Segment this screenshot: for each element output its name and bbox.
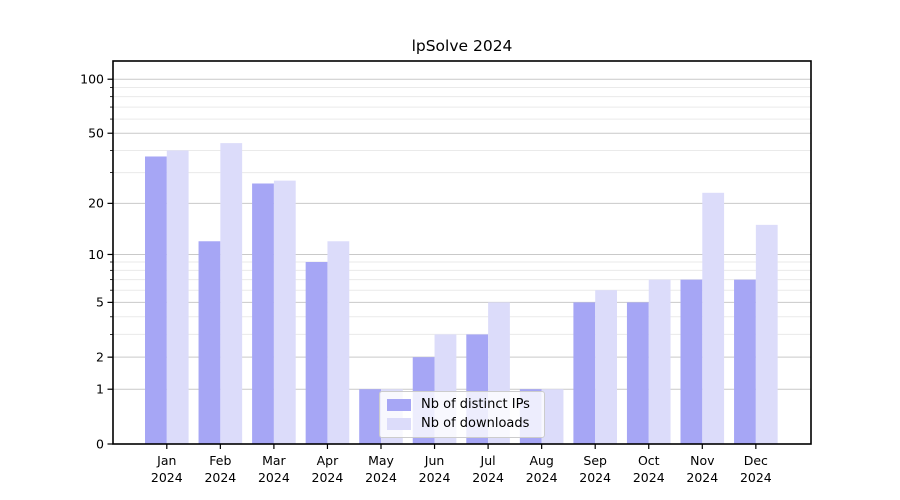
bar-apr-ips bbox=[305, 262, 328, 444]
bar-mar-downloads bbox=[273, 180, 296, 444]
x-tick-label-jul: Jul 2024 bbox=[472, 453, 504, 485]
bar-nov-ips bbox=[680, 279, 703, 444]
bar-aug-downloads bbox=[541, 389, 564, 444]
x-tick-label-dec: Dec 2024 bbox=[740, 453, 772, 485]
y-tick-label: 50 bbox=[88, 126, 104, 141]
y-tick-label: 1 bbox=[96, 382, 104, 397]
plot-border bbox=[112, 60, 812, 445]
legend-swatch-downloads bbox=[387, 417, 411, 430]
y-tick-label: 20 bbox=[88, 196, 104, 211]
y-tick-label: 100 bbox=[80, 72, 104, 87]
bar-sep-ips bbox=[573, 302, 596, 444]
x-tick-label-mar: Mar 2024 bbox=[258, 453, 290, 485]
bar-may-ips bbox=[359, 389, 381, 444]
bar-dec-downloads bbox=[755, 224, 778, 444]
bar-feb-ips bbox=[198, 241, 221, 444]
bar-dec-ips bbox=[734, 279, 756, 444]
bar-oct-downloads bbox=[648, 279, 671, 444]
bar-sep-downloads bbox=[595, 290, 617, 444]
x-tick-label-feb: Feb 2024 bbox=[204, 453, 236, 485]
x-tick-label-jan: Jan 2024 bbox=[151, 453, 183, 485]
chart-title: lpSolve 2024 bbox=[411, 37, 513, 55]
x-axis-ticks bbox=[166, 444, 757, 449]
bar-jan-downloads bbox=[166, 150, 189, 444]
legend: Nb of distinct IPs Nb of downloads bbox=[379, 391, 545, 438]
bar-feb-downloads bbox=[220, 143, 243, 444]
bar-jan-ips bbox=[145, 156, 167, 445]
bar-apr-downloads bbox=[327, 241, 350, 444]
x-axis-labels: Jan 2024 Feb 2024 Mar 2024 Apr 2024 May 2024 Jun 20… bbox=[151, 453, 772, 485]
legend-item-distinct-ips: Nb of distinct IPs bbox=[387, 397, 536, 412]
y-tick-label: 10 bbox=[88, 247, 104, 262]
x-tick-label-nov: Nov 2024 bbox=[686, 453, 718, 485]
bar-mar-ips bbox=[252, 183, 274, 445]
bar-oct-ips bbox=[626, 302, 649, 444]
legend-swatch-distinct-ips bbox=[387, 398, 411, 411]
x-tick-label-sep: Sep 2024 bbox=[579, 453, 611, 485]
x-tick-label-aug: Aug 2024 bbox=[526, 453, 558, 485]
y-axis-ticks bbox=[107, 78, 113, 445]
x-tick-label-apr: Apr 2024 bbox=[312, 453, 344, 485]
y-axis-labels: 0 1 2 5 10 20 50 100 bbox=[80, 72, 104, 452]
legend-item-downloads: Nb of downloads bbox=[387, 416, 536, 431]
y-tick-label: 2 bbox=[96, 350, 104, 365]
legend-label-distinct-ips: Nb of distinct IPs bbox=[421, 397, 530, 412]
bar-nov-downloads bbox=[702, 192, 725, 444]
x-tick-label-jun: Jun 2024 bbox=[419, 453, 451, 485]
y-tick-label: 5 bbox=[96, 295, 104, 310]
legend-label-downloads: Nb of downloads bbox=[421, 416, 530, 431]
y-tick-label: 0 bbox=[96, 436, 104, 451]
x-tick-label-may: May 2024 bbox=[365, 453, 397, 485]
x-tick-label-oct: Oct 2024 bbox=[633, 453, 665, 485]
